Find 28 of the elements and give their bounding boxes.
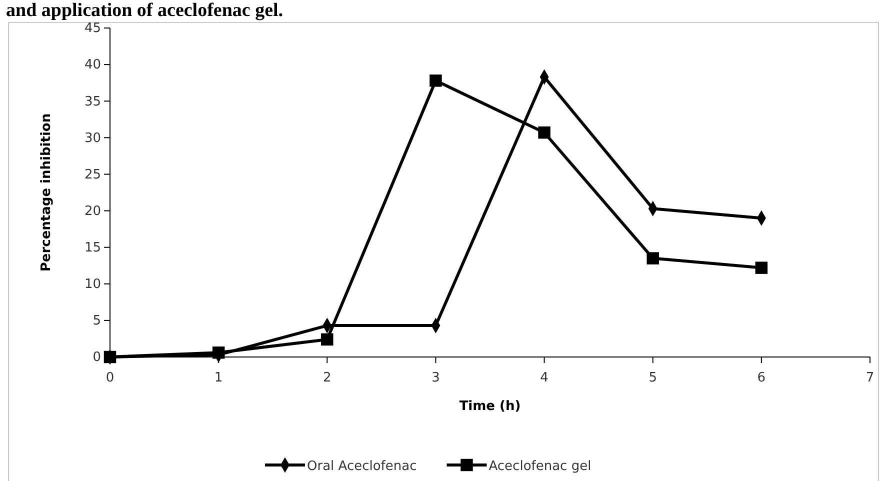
x-tick-label: 1 [214,370,223,386]
y-tick-label: 5 [92,314,101,329]
legend-label: Aceclofenac gel [488,459,592,474]
y-tick-label: 15 [84,240,101,256]
y-tick-label: 0 [92,350,101,366]
x-tick-label: 5 [648,370,657,386]
y-tick-label: 45 [84,21,101,36]
y-axis-title: Percentage inhibition [39,113,54,272]
point [646,252,659,264]
point [321,333,334,346]
x-tick-label: 6 [757,370,766,386]
y-tick-label: 20 [84,204,101,219]
x-tick-label: 0 [106,370,114,386]
legend-label: Oral Aceclofenac [307,459,417,474]
y-tick-label: 25 [84,167,101,182]
x-tick-label: 2 [323,370,332,386]
x-tick-label: 4 [540,370,548,386]
chart-title: and application of aceclofenac gel. [6,0,284,21]
y-tick-label: 10 [84,277,101,292]
x-axis-title: Time (h) [459,399,521,414]
point [430,74,442,87]
y-tick-label: 40 [84,58,101,73]
point [755,262,768,274]
y-tick-label: 30 [84,130,101,146]
x-tick-label: 7 [866,370,874,386]
point [538,126,550,139]
y-tick-label: 35 [84,94,101,110]
x-tick-label: 3 [432,370,440,386]
